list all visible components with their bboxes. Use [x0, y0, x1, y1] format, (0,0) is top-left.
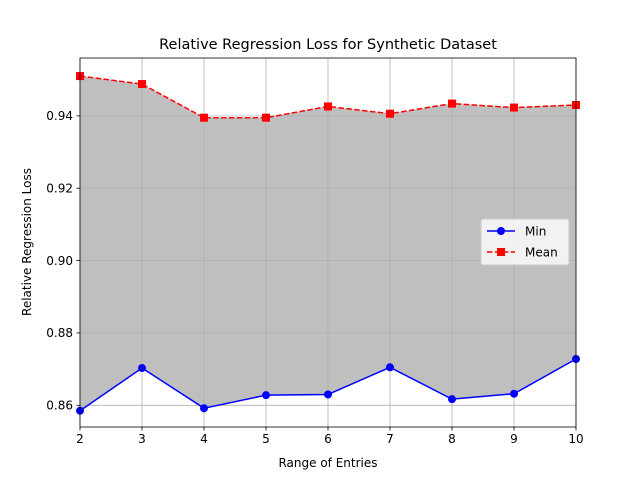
data-point-min — [262, 391, 270, 400]
legend-label-min: Min — [525, 224, 546, 238]
y-axis-label: Relative Regression Loss — [20, 168, 34, 316]
x-axis-ticks: 2 3 4 5 6 7 8 9 10 — [76, 427, 584, 446]
data-point-min — [200, 404, 208, 413]
data-point-mean — [262, 113, 270, 122]
data-point-mean — [200, 113, 208, 122]
legend-label-mean: Mean — [525, 245, 558, 259]
y-tick-label: 0.90 — [46, 254, 73, 268]
data-point-mean — [510, 103, 518, 112]
data-point-mean — [448, 99, 456, 108]
data-point-min — [510, 389, 518, 398]
x-tick-label: 10 — [568, 432, 583, 446]
data-point-mean — [386, 109, 394, 118]
y-axis-ticks: 0.86 0.88 0.90 0.92 0.94 — [46, 109, 80, 412]
x-tick-label: 8 — [448, 432, 456, 446]
data-point-min — [138, 364, 146, 373]
x-tick-label: 5 — [262, 432, 270, 446]
data-point-mean — [138, 80, 146, 89]
legend-marker-min — [497, 227, 505, 235]
data-point-min — [386, 363, 394, 372]
y-tick-label: 0.92 — [46, 181, 73, 195]
x-tick-label: 6 — [324, 432, 332, 446]
x-tick-label: 2 — [76, 432, 84, 446]
y-tick-label: 0.86 — [46, 398, 73, 412]
legend: Min Mean — [480, 218, 570, 266]
x-tick-label: 7 — [386, 432, 394, 446]
x-tick-label: 3 — [138, 432, 146, 446]
x-axis-label: Range of Entries — [278, 456, 377, 470]
x-tick-label: 9 — [510, 432, 518, 446]
x-tick-label: 4 — [200, 432, 208, 446]
y-tick-label: 0.94 — [46, 109, 73, 123]
y-tick-label: 0.88 — [46, 326, 73, 340]
data-point-min — [448, 395, 456, 404]
data-point-min — [324, 390, 332, 399]
data-point-mean — [324, 102, 332, 111]
legend-marker-mean — [497, 248, 505, 256]
chart-title: Relative Regression Loss for Synthetic D… — [159, 37, 497, 53]
